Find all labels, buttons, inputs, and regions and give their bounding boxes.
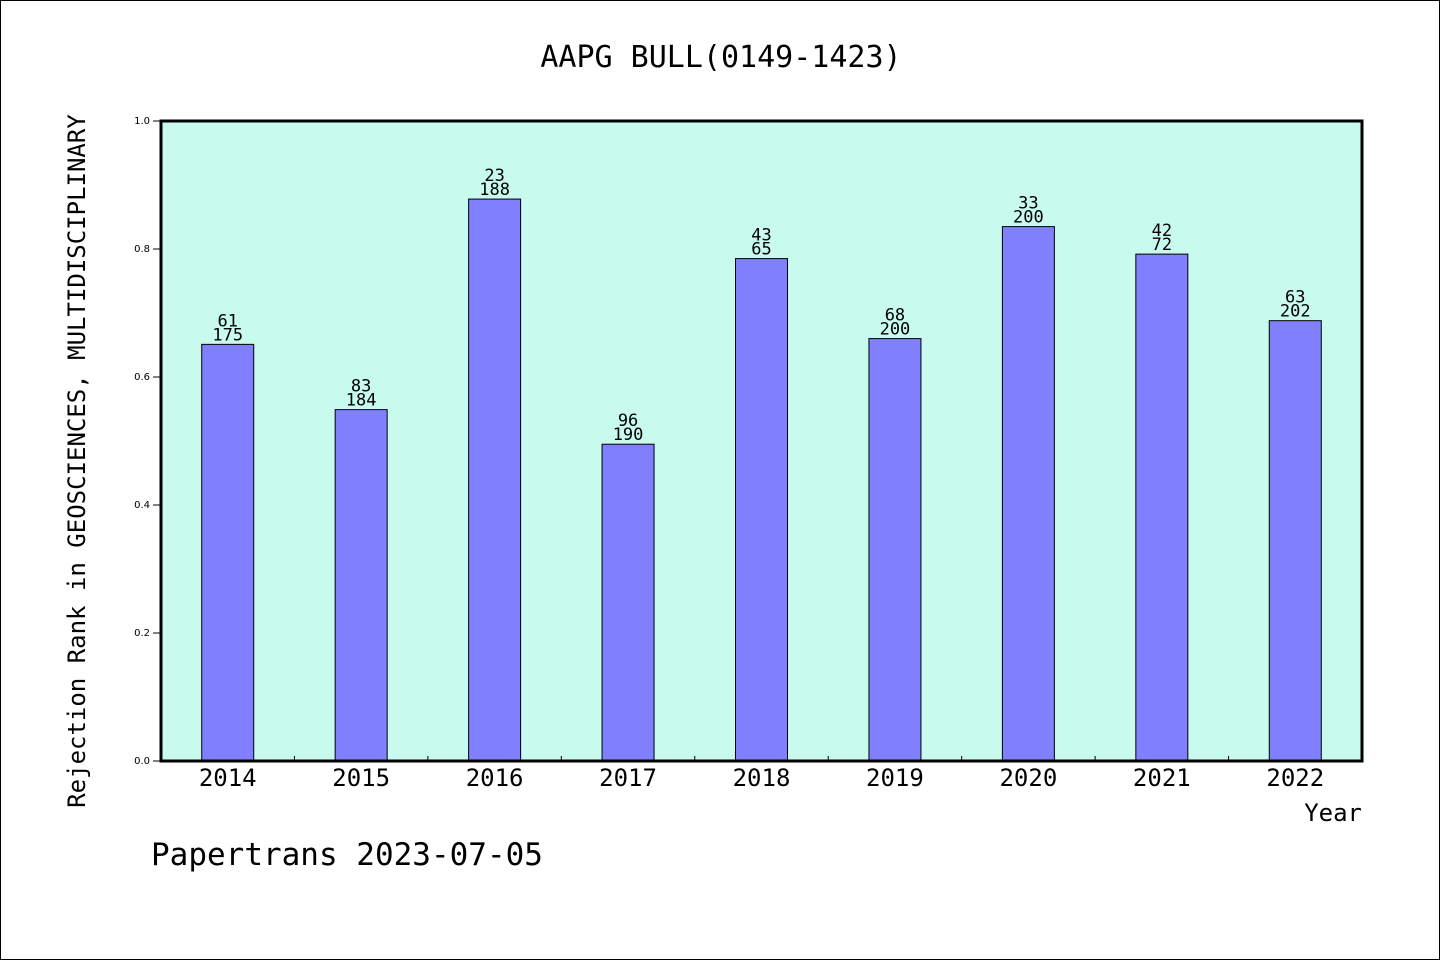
- footer-source-date: Papertrans 2023-07-05: [151, 837, 543, 873]
- bars-group: [201, 198, 1322, 762]
- x-tick-label-2015: 2015: [332, 764, 390, 792]
- bar-2014: [201, 343, 255, 762]
- bar-rank-label-2017: 96: [618, 411, 638, 431]
- y-axis: 0.0 0.2 0.4 0.6 0.8 1.0: [134, 116, 161, 767]
- y-tick-label: 0.4: [134, 500, 150, 511]
- bar-2018: [735, 258, 788, 762]
- bar-total-label-2020: 200: [1013, 208, 1044, 228]
- y-tick-label: 0.0: [134, 756, 150, 767]
- bar-2016: [468, 198, 522, 762]
- x-axis-label: Year: [1304, 799, 1362, 827]
- bar-2022: [1268, 320, 1322, 762]
- bar-total-label-2019: 200: [880, 320, 911, 340]
- x-axis: 2014 2015 2016 2017 2018 2019 2020 2021 2022: [199, 756, 1324, 792]
- x-tick-label-2014: 2014: [199, 764, 257, 792]
- y-axis-label: Rejection Rank in GEOSCIENCES, MULTIDISC…: [63, 114, 91, 808]
- x-tick-label-2020: 2020: [999, 764, 1057, 792]
- y-tick-label: 1.0: [134, 116, 150, 127]
- bar-rank-label-2020: 33: [1018, 194, 1038, 214]
- bar-rank-label-2015: 83: [351, 377, 371, 397]
- bar-2015: [334, 409, 388, 762]
- bar-total-label-2016: 188: [479, 180, 510, 200]
- bar-rank-label-2022: 63: [1285, 288, 1305, 308]
- bar-rank-label-2019: 68: [885, 306, 905, 326]
- bar-2019: [868, 338, 922, 762]
- x-tick-label-2022: 2022: [1266, 764, 1324, 792]
- bar-2021: [1135, 253, 1189, 762]
- bar-rank-label-2021: 42: [1152, 221, 1172, 241]
- bar-labels-group: 6117583184231889619043656820033200427263…: [212, 166, 1310, 445]
- bar-total-label-2022: 202: [1280, 302, 1311, 322]
- bar-2020: [1001, 226, 1055, 762]
- bar-total-label-2021: 72: [1152, 235, 1172, 255]
- bar-rank-label-2016: 23: [484, 166, 504, 186]
- bar-total-label-2018: 65: [751, 240, 771, 260]
- x-tick-label-2016: 2016: [466, 764, 524, 792]
- bar-2017: [601, 443, 655, 762]
- plot-border: [159, 119, 1364, 763]
- y-tick-label: 0.2: [134, 628, 150, 639]
- bar-total-label-2015: 184: [346, 391, 377, 411]
- bar-total-label-2017: 190: [613, 425, 644, 445]
- x-tick-label-2018: 2018: [733, 764, 791, 792]
- bar-rank-label-2018: 43: [751, 226, 771, 246]
- chart-title: AAPG BULL(0149-1423): [540, 40, 901, 75]
- x-tick-label-2021: 2021: [1133, 764, 1191, 792]
- x-tick-label-2019: 2019: [866, 764, 924, 792]
- bar-rank-label-2014: 61: [217, 311, 237, 331]
- x-tick-label-2017: 2017: [599, 764, 657, 792]
- bar-total-label-2014: 175: [212, 325, 243, 345]
- y-tick-label: 0.6: [134, 372, 150, 383]
- y-tick-label: 0.8: [134, 244, 150, 255]
